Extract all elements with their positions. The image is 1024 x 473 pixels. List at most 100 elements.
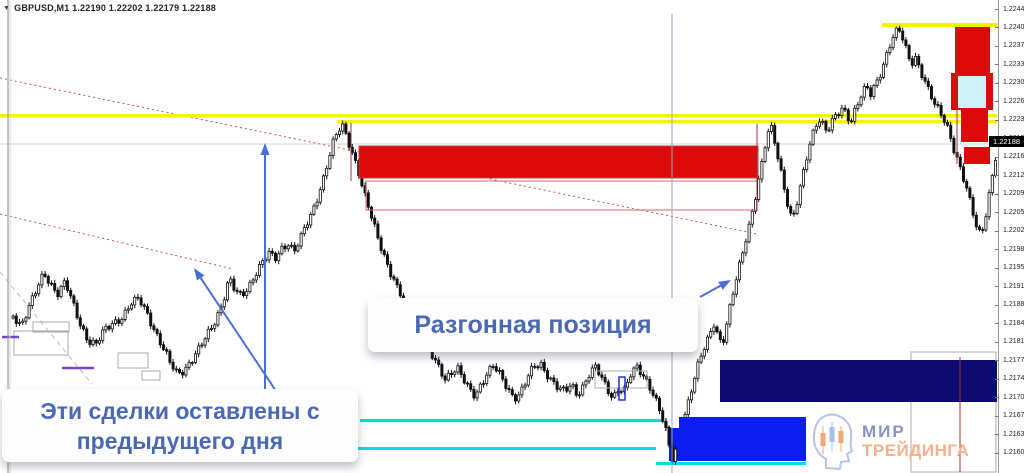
candle-body [821, 120, 825, 123]
cyan-level-line[interactable] [350, 447, 656, 450]
candle-body [635, 364, 639, 369]
structure-box[interactable] [117, 352, 149, 369]
supply-zone-red[interactable] [358, 145, 759, 179]
structure-box[interactable] [594, 370, 648, 389]
candle-body [433, 357, 437, 361]
candle-body [197, 345, 201, 355]
candle-body [715, 326, 719, 333]
y-axis-tick [995, 397, 999, 399]
trendline-dashed[interactable] [0, 271, 93, 385]
head-candles-icon [812, 413, 854, 470]
candle-body [305, 224, 309, 228]
y-axis-tick [995, 415, 999, 417]
structure-box[interactable] [910, 351, 997, 473]
annotation-prevday-line1: Эти сделки оставлены с [40, 398, 320, 424]
candle-body [942, 115, 946, 123]
candle-body [747, 223, 751, 243]
y-axis-label: 1.21845 [1003, 319, 1024, 327]
candle-body [56, 289, 60, 297]
trendline-dotted[interactable] [0, 213, 234, 270]
annotation-acceleration-text: Разгонная позиция [414, 311, 652, 339]
candle-body [555, 381, 559, 390]
candle-body [376, 223, 380, 239]
candle-body [21, 320, 25, 323]
candle-body [933, 98, 937, 105]
candle-body [53, 283, 57, 291]
demand-zone-blue-step[interactable] [669, 428, 679, 461]
candle-body [120, 319, 124, 324]
candle-body [891, 36, 895, 49]
watermark-line2: ТРЕЙДИНГА [862, 441, 970, 460]
structure-box[interactable] [141, 370, 161, 381]
candle-body [850, 120, 854, 123]
right-edge-zone-red[interactable] [964, 147, 990, 164]
candle-body [744, 241, 748, 254]
candle-body [293, 244, 297, 252]
candle-body [859, 96, 863, 106]
y-axis-label: 1.22230 [1003, 116, 1024, 124]
order-marker[interactable] [618, 376, 626, 401]
candle-body [385, 254, 389, 265]
candle-body [280, 245, 284, 255]
candle-body [626, 381, 630, 388]
candle-body [88, 339, 92, 345]
candle-body [312, 205, 316, 215]
candle-body [273, 252, 277, 262]
price-axis[interactable]: 1.22440 1.22405 1.22370 1.22335 1.22300 1.222… [995, 0, 1024, 473]
candle-body [238, 291, 242, 293]
candle-body [337, 130, 341, 135]
candle-body [654, 394, 658, 399]
cyan-level-line[interactable] [360, 419, 661, 422]
right-edge-zone-red[interactable] [961, 108, 988, 142]
candle-body [171, 361, 175, 370]
candle-body [904, 39, 908, 46]
candle-body [600, 374, 604, 378]
y-axis-label: 1.22370 [1003, 42, 1024, 50]
candle-body [315, 201, 319, 207]
supply-zone-outline[interactable] [365, 180, 758, 211]
candle-body [658, 397, 662, 412]
candle-body [472, 388, 476, 399]
candle-body [50, 282, 54, 285]
y-axis-tick [995, 452, 999, 454]
structure-box[interactable] [13, 330, 69, 356]
candle-body [926, 80, 930, 87]
candle-body [494, 366, 498, 372]
candle-body [699, 355, 703, 363]
demand-zone-blue[interactable] [679, 417, 806, 461]
candle-body [184, 366, 188, 376]
symbol-dropdown-icon[interactable]: ▼ [3, 5, 11, 12]
candle-body [491, 366, 495, 368]
candle-body [225, 282, 229, 301]
candle-body [731, 293, 735, 306]
candle-body [779, 158, 783, 171]
candle-body [840, 107, 844, 116]
annotation-acceleration-position: Разгонная позиция [368, 298, 698, 352]
candle-body [174, 368, 178, 371]
candle-body [66, 280, 70, 291]
candle-body [696, 361, 700, 379]
candle-body [789, 205, 793, 214]
candle-body [117, 319, 121, 324]
candle-body [181, 372, 185, 376]
cyan-level-line[interactable] [656, 462, 806, 465]
candle-body [286, 245, 290, 250]
candle-body [449, 372, 453, 375]
candle-body [661, 410, 665, 422]
demand-zone-navy[interactable] [720, 360, 997, 402]
candle-body [597, 364, 601, 376]
yellow-level-line[interactable] [337, 120, 997, 124]
yellow-level-line[interactable] [0, 114, 997, 118]
candle-body [936, 103, 940, 106]
yellow-level-line[interactable] [882, 23, 997, 27]
right-edge-zone-red[interactable] [955, 27, 990, 75]
candle-body [190, 362, 194, 364]
y-axis-tick [995, 101, 999, 103]
right-edge-zone-cyan[interactable] [958, 76, 986, 108]
candle-body [347, 132, 351, 148]
y-axis-tick [995, 212, 999, 214]
candle-body [37, 284, 41, 295]
candle-body [446, 372, 450, 381]
structure-box[interactable] [32, 321, 70, 333]
